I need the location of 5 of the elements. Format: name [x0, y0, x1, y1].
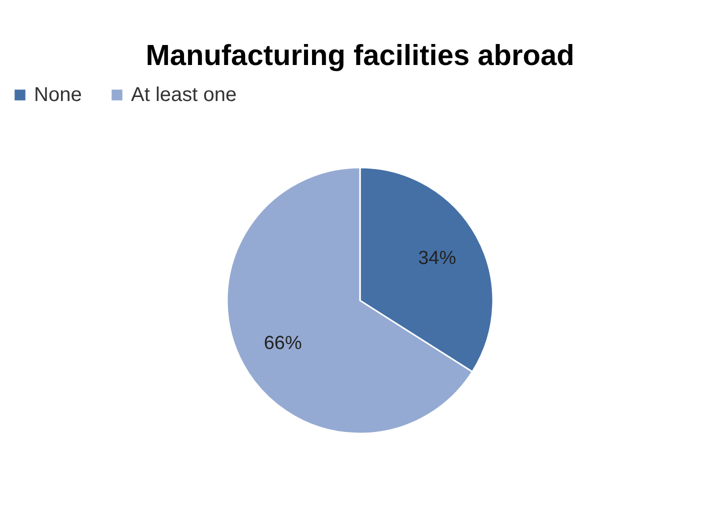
chart-title: Manufacturing facilities abroad: [146, 40, 574, 72]
legend-label: None: [34, 84, 82, 106]
legend-label: At least one: [131, 84, 237, 106]
data-label: 34%: [418, 248, 456, 270]
data-label: 66%: [264, 332, 302, 354]
